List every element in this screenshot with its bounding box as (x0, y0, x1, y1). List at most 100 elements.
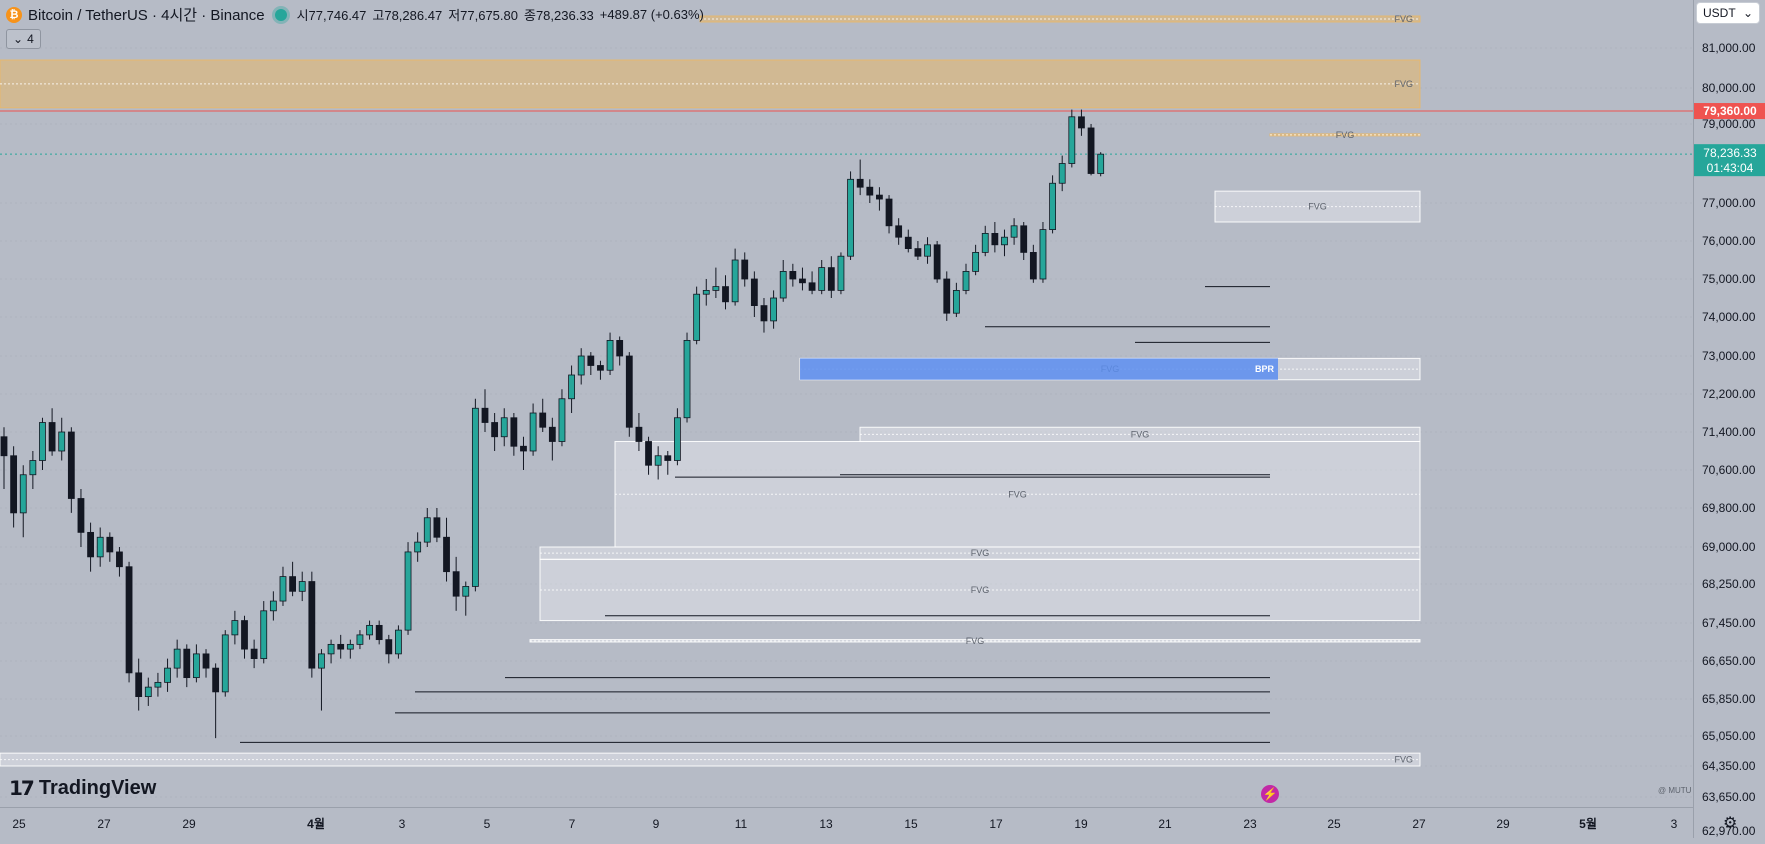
candles (0, 109, 1105, 739)
candle-body (952, 289, 960, 314)
price-level-lines (0, 110, 1693, 155)
candle-body (1097, 153, 1105, 174)
time-tick-label: 11 (735, 817, 748, 831)
time-tick-label: 23 (1243, 817, 1257, 831)
candle-body (375, 624, 383, 641)
candle-body (856, 178, 864, 188)
tradingview-logo[interactable]: 𝟭𝟳 TradingView (9, 776, 156, 801)
candle-body (1078, 116, 1085, 129)
time-tick-label: 29 (1496, 817, 1510, 831)
candle-body (1029, 251, 1037, 280)
time-tick-label: 7 (569, 817, 576, 831)
candle-body (779, 270, 787, 299)
candle-body (789, 270, 797, 280)
candle-body (693, 293, 701, 341)
price-tick-label: 66,650.00 (1702, 654, 1756, 668)
grid-lines (0, 47, 1693, 798)
candle-body (298, 581, 306, 592)
price-tick-label: 75,000.00 (1702, 272, 1756, 286)
candle-body (96, 536, 104, 558)
candle-body (1087, 127, 1095, 174)
ohlc-close: 종78,236.33 (523, 8, 594, 23)
candle-body (847, 178, 854, 257)
candle-body (135, 672, 143, 698)
time-tick-label: 5월 (1579, 816, 1597, 831)
gear-icon[interactable]: ⚙ (1723, 815, 1738, 832)
candle-body (664, 455, 672, 461)
candle-body (481, 407, 489, 423)
fvg-zone (1214, 190, 1421, 223)
candle-body (269, 600, 277, 612)
candle-body (423, 517, 431, 543)
candle-body (606, 339, 614, 371)
price-tick-label: 79,000.00 (1702, 117, 1756, 131)
price-scale[interactable]: 81,000.00 80,000.00 79,000.00 77,000.00 76,0… (1693, 0, 1765, 838)
candle-body (10, 455, 18, 514)
time-scale[interactable]: 25 27 29 4월 3 5 7 9 11 13 15 17 19 21 23 25 27 29 5월 3 (0, 807, 1693, 839)
candle-body (510, 417, 518, 447)
ohlc-open: 시77,746.47 (296, 8, 367, 23)
time-tick-label: 27 (1412, 817, 1426, 831)
time-tick-label: 21 (1158, 817, 1172, 831)
fvg-label: FVG (1336, 130, 1355, 140)
candle-body (144, 686, 152, 698)
candle-body (597, 365, 604, 371)
time-tick-label: 17 (989, 817, 1003, 831)
price-tick-label: 80,000.00 (1702, 81, 1756, 95)
candle-body (750, 278, 758, 307)
chevron-down-icon: ⌄ (13, 32, 24, 46)
candle-body (58, 431, 66, 452)
candle-body (231, 620, 239, 636)
fvg-zones: FVGFVGFVGFVGFVGFVGFVGFVGFVGFVGFVGBPR (0, 14, 1421, 767)
candle-body (1010, 225, 1018, 238)
candle-body (250, 648, 258, 660)
ohlc-high: 고78,286.47 (372, 8, 443, 23)
price-tick-label: 65,850.00 (1702, 692, 1756, 706)
chevron-down-icon: ⌄ (1742, 6, 1753, 20)
candle-body (702, 289, 710, 295)
candle-body (500, 417, 508, 438)
candle-body (895, 225, 903, 238)
candle-body (520, 445, 527, 452)
symbol-legend: ₿ Bitcoin / TetherUS · 4시간 · Binance 시77… (6, 4, 704, 25)
candle-body (154, 681, 162, 688)
price-chart[interactable]: FVGFVGFVGFVGFVGFVGFVGFVGFVGFVGFVGBPR (0, 0, 1693, 807)
price-tick-label: 77,000.00 (1702, 196, 1756, 210)
candle-body (991, 232, 999, 246)
fvg-label: FVG (1394, 755, 1413, 765)
candle-body (808, 282, 816, 291)
indicators-toggle-button[interactable]: ⌄ 4 (6, 29, 41, 49)
candle-body (837, 255, 845, 291)
fvg-label: FVG (1008, 489, 1027, 499)
candle-body (568, 374, 575, 400)
flash-icon[interactable]: ⚡ (1261, 785, 1279, 803)
candle-body (443, 536, 450, 573)
market-status-icon (274, 8, 287, 21)
candle-body (818, 267, 826, 291)
candle-body (279, 576, 287, 602)
bitcoin-icon: ₿ (6, 6, 22, 23)
candle-body (577, 355, 585, 376)
bpr-label: BPR (1255, 364, 1275, 374)
time-tick-label: 15 (904, 817, 918, 831)
candle-body (221, 634, 229, 693)
candle-body (327, 643, 335, 655)
symbol-title[interactable]: Bitcoin / TetherUS · 4시간 · Binance (28, 7, 265, 24)
time-tick-label: 13 (819, 817, 833, 831)
time-tick-label: 3 (399, 817, 406, 831)
fvg-label: FVG (966, 636, 985, 646)
candle-body (39, 422, 46, 461)
candle-body (452, 571, 460, 597)
author-watermark: @ MUTU (1658, 786, 1692, 795)
candle-body (491, 422, 499, 438)
price-tick-label: 69,800.00 (1702, 501, 1756, 515)
current-price-badge (1694, 144, 1765, 177)
candle-body (192, 653, 200, 679)
candle-body (337, 643, 345, 650)
candle-body (731, 259, 739, 303)
fvg-label: FVG (1131, 429, 1150, 439)
currency-select[interactable]: USDT ⌄ (1696, 2, 1760, 24)
currency-label: USDT (1703, 6, 1736, 20)
candle-body (164, 667, 171, 683)
candle-body (1001, 236, 1008, 246)
